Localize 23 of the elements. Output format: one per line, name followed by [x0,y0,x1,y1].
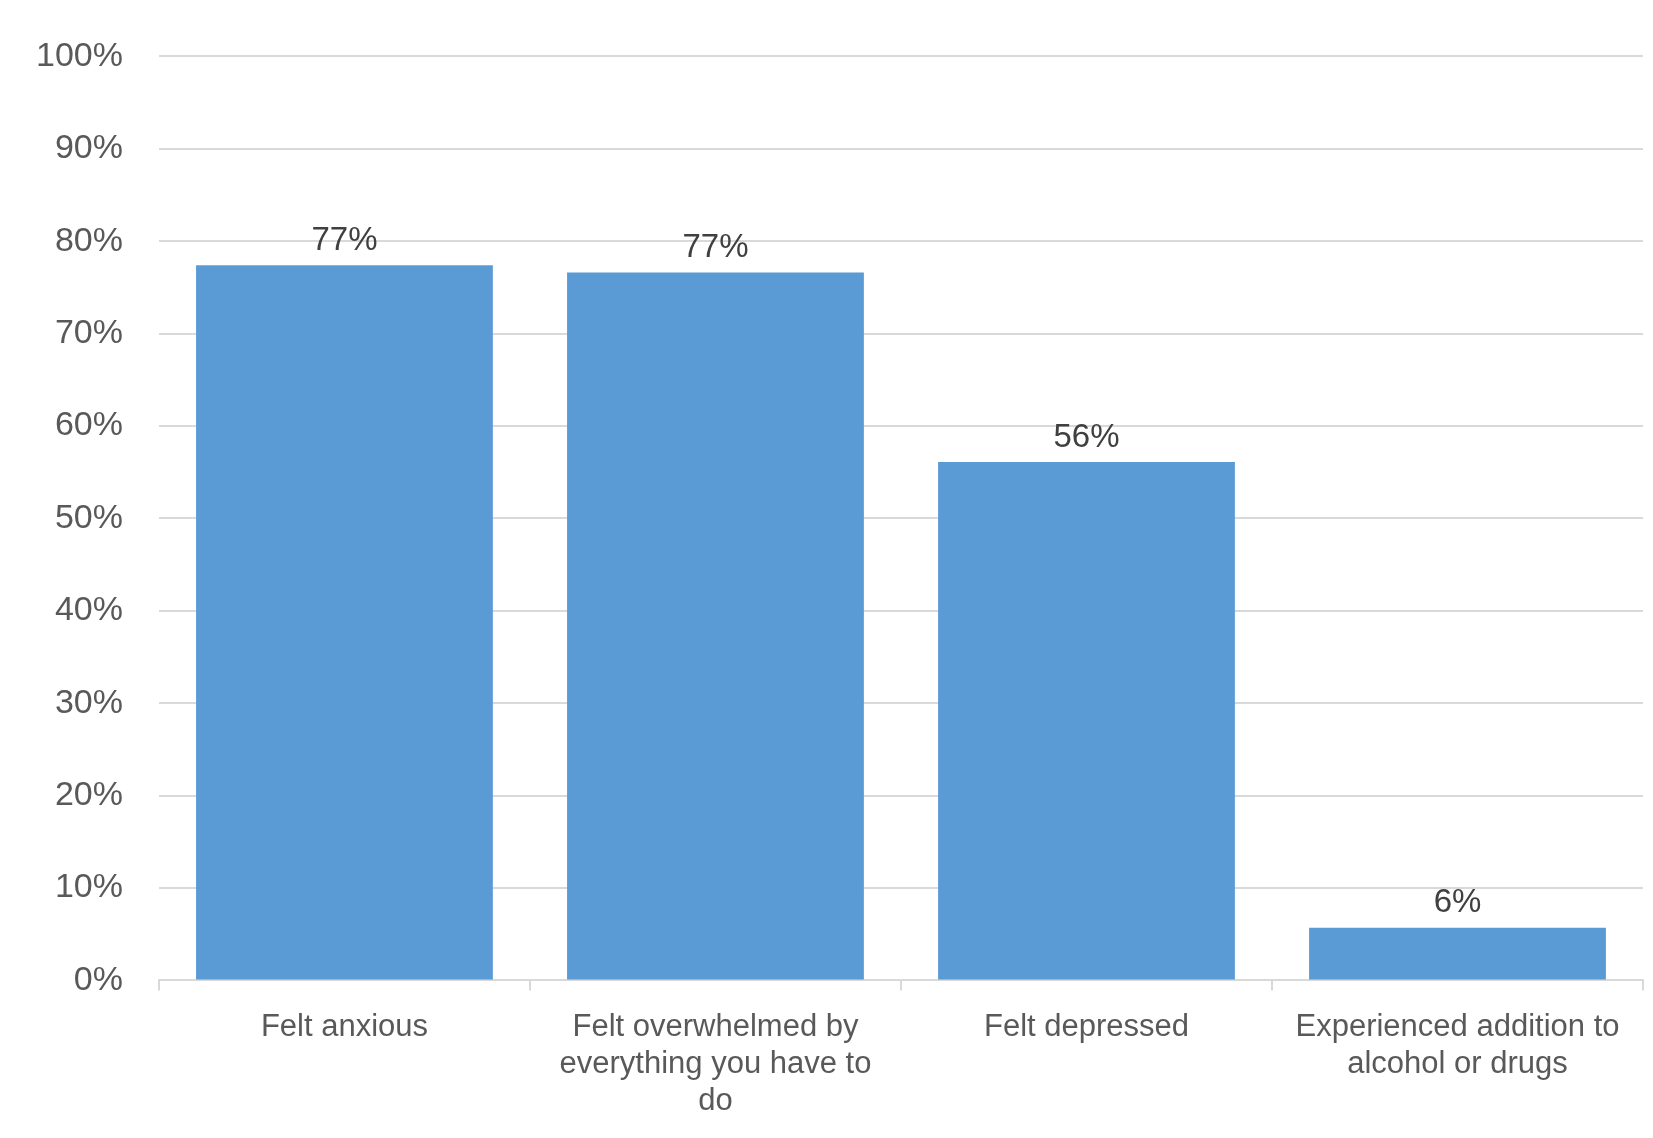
y-tick-label: 60% [54,404,123,443]
y-tick-label: 80% [54,219,123,258]
bar [1309,927,1606,980]
data-label: 56% [1053,416,1120,454]
bar [196,265,493,980]
y-tick-label: 50% [54,496,123,535]
y-tick-label: 100% [35,34,123,73]
y-tick-label: 70% [54,311,123,350]
y-tick-label: 20% [54,773,123,812]
bar [938,462,1235,980]
bar [567,272,864,980]
data-label: 77% [682,227,749,265]
y-tick-label: 0% [73,958,123,997]
data-label: 6% [1433,882,1482,920]
data-label: 77% [311,219,378,257]
x-tick-label: Felt overwhelmed by everything you have to do [559,1007,872,1117]
y-tick-label: 10% [54,866,123,905]
x-tick-label: Experienced addition to alcohol or drugs [1295,1007,1620,1080]
y-tick-label: 30% [54,681,123,720]
y-tick-label: 90% [54,127,123,166]
x-tick-label: Felt anxious [260,1007,429,1043]
y-tick-label: 40% [54,589,123,628]
x-tick-label: Felt depressed [983,1007,1190,1043]
